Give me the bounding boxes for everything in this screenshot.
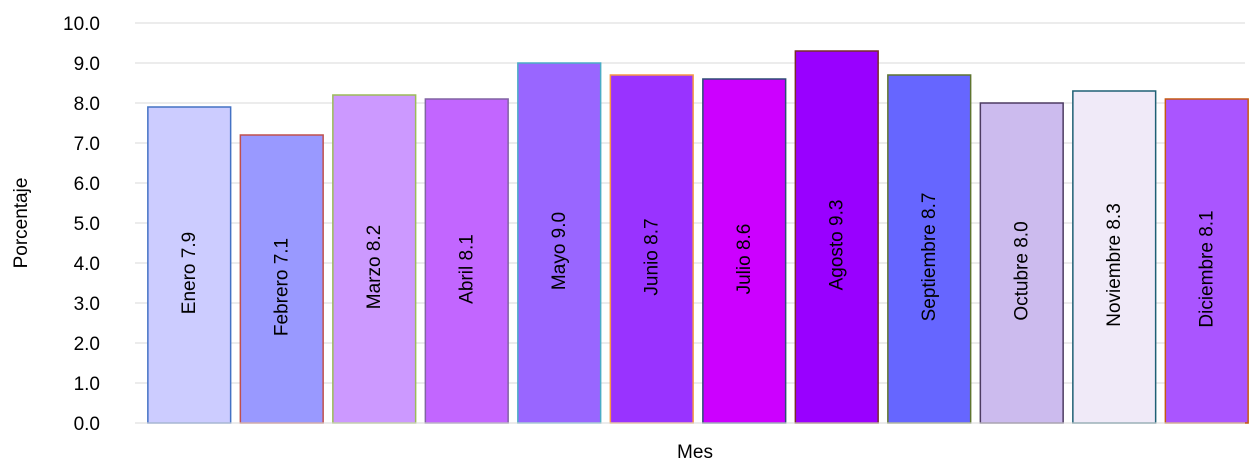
y-tick-label: 1.0 (74, 374, 100, 395)
bar-diciembre (1164, 98, 1249, 424)
y-tick-label: 9.0 (74, 54, 100, 75)
bar-label-junio: Junio 8.7 (641, 218, 662, 295)
bar-junio (609, 74, 694, 424)
bar-mayo (517, 62, 602, 424)
bar-label-julio: Julio 8.6 (734, 224, 755, 295)
bar-label-septiembre: Septiembre 8.7 (919, 193, 940, 322)
bar-agosto (794, 50, 879, 424)
y-tick-label: 5.0 (74, 214, 100, 235)
y-axis-title: Porcentaje (11, 178, 32, 269)
y-tick-label: 4.0 (74, 254, 100, 275)
bar-octubre (979, 102, 1064, 424)
y-tick-label: 7.0 (74, 134, 100, 155)
y-tick-label: 6.0 (74, 174, 100, 195)
y-tick-label: 2.0 (74, 334, 100, 355)
y-tick-label: 10.0 (63, 14, 100, 35)
bar-label-noviembre: Noviembre 8.3 (1104, 203, 1125, 327)
bar-label-enero: Enero 7.9 (179, 232, 200, 314)
y-tick-label: 8.0 (74, 94, 100, 115)
bar-febrero (239, 134, 324, 424)
bar-label-diciembre: Diciembre 8.1 (1196, 210, 1217, 327)
bar-label-marzo: Marzo 8.2 (364, 225, 385, 309)
bar-septiembre (887, 74, 972, 424)
bars (147, 50, 1249, 424)
y-tick-label: 0.0 (74, 414, 100, 435)
bar-enero (147, 106, 232, 424)
bar-label-agosto: Agosto 9.3 (826, 200, 847, 291)
x-axis-title: Mes (677, 442, 713, 463)
bar-abril (424, 98, 509, 424)
y-tick-label: 3.0 (74, 294, 100, 315)
y-axis-ticks: 0.0 1.0 2.0 3.0 4.0 5.0 6.0 7.0 8.0 9.0 10.0 (63, 14, 100, 435)
bar-labels: Enero 7.9 Febrero 7.1 Marzo 8.2 Abril 8.1 Ma… (179, 193, 1218, 337)
bar-label-mayo: Mayo 9.0 (549, 212, 570, 290)
bar-label-febrero: Febrero 7.1 (271, 238, 292, 336)
bar-noviembre (1072, 90, 1157, 424)
bar-julio (702, 78, 787, 424)
bar-label-octubre: Octubre 8.0 (1011, 221, 1032, 320)
bar-label-abril: Abril 8.1 (456, 234, 477, 304)
